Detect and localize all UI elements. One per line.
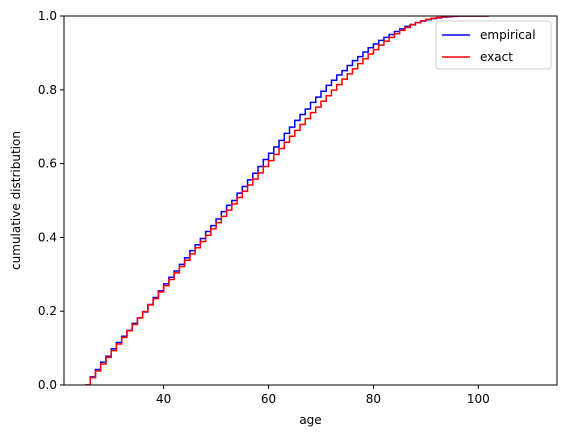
- x-axis-label: age: [299, 413, 321, 427]
- axes-frame: [63, 15, 558, 386]
- legend-label-empirical: empirical: [480, 28, 536, 42]
- legend: empirical exact: [435, 20, 552, 70]
- y-tick-label: 0.2: [38, 304, 57, 318]
- y-tick-label: 0.0: [38, 378, 57, 392]
- series-layer: [84, 16, 489, 385]
- y-tick-label: 0.8: [38, 83, 57, 97]
- x-tick-label: 80: [366, 392, 381, 406]
- y-tick-label: 1.0: [38, 9, 57, 23]
- y-tick-label: 0.4: [38, 230, 57, 244]
- y-axis-ticks: 0.0 0.2 0.4 0.6 0.8 1.0: [38, 9, 64, 392]
- x-tick-label: 100: [467, 392, 490, 406]
- legend-label-exact: exact: [480, 50, 513, 64]
- y-tick-label: 0.6: [38, 157, 57, 171]
- x-tick-label: 60: [261, 392, 276, 406]
- series-line-exact: [84, 16, 489, 385]
- y-axis-label: cumulative distribution: [9, 131, 23, 270]
- x-tick-label: 40: [156, 392, 171, 406]
- x-axis-ticks: 40 60 80 100: [156, 385, 490, 406]
